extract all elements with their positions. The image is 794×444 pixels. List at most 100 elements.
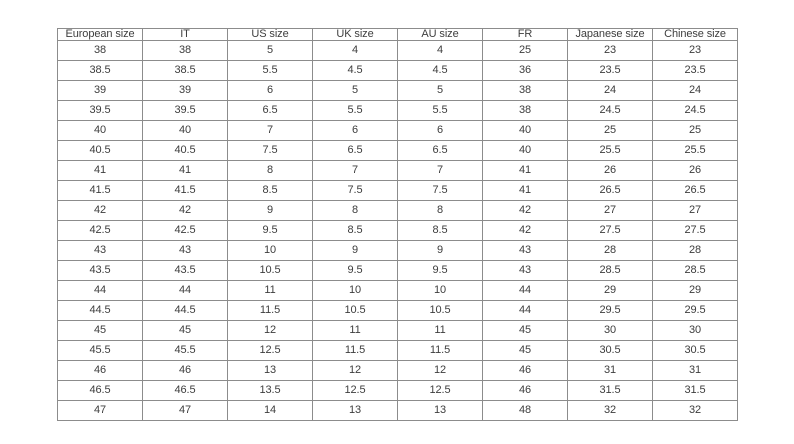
table-cell: 9 <box>227 200 313 221</box>
table-cell: 42 <box>482 200 568 221</box>
table-cell: 40.5 <box>57 140 143 161</box>
table-cell: 46 <box>482 380 568 401</box>
table-cell: 44.5 <box>57 300 143 321</box>
table-cell: 42 <box>142 200 228 221</box>
table-row: 43 43 10 9 9 43 28 28 <box>57 240 738 261</box>
table-cell: 43 <box>482 240 568 261</box>
table-cell: 24.5 <box>567 100 653 121</box>
table-cell: 26 <box>652 160 738 181</box>
table-cell: 23.5 <box>652 60 738 81</box>
table-cell: 13 <box>312 400 398 421</box>
table-cell: 47 <box>142 400 228 421</box>
column-header: Chinese size <box>652 28 738 41</box>
table-row: 39.5 39.5 6.5 5.5 5.5 38 24.5 24.5 <box>57 100 738 121</box>
table-cell: 27.5 <box>652 220 738 241</box>
table-cell: 28.5 <box>567 260 653 281</box>
table-cell: 42 <box>57 200 143 221</box>
table-row: 41 41 8 7 7 41 26 26 <box>57 160 738 181</box>
table-cell: 41 <box>482 180 568 201</box>
table-cell: 24.5 <box>652 100 738 121</box>
table-cell: 26.5 <box>652 180 738 201</box>
table-cell: 12 <box>312 360 398 381</box>
table-cell: 38 <box>482 80 568 101</box>
table-cell: 8.5 <box>397 220 483 241</box>
table-cell: 39 <box>142 80 228 101</box>
table-head: European size IT US size UK size AU size FR Ja… <box>57 28 738 41</box>
table-cell: 38 <box>142 40 228 61</box>
table-cell: 27 <box>652 200 738 221</box>
header-row: European size IT US size UK size AU size FR Ja… <box>57 28 738 41</box>
table-row: 38 38 5 4 4 25 23 23 <box>57 40 738 61</box>
table-cell: 14 <box>227 400 313 421</box>
table-cell: 12 <box>397 360 483 381</box>
table-cell: 8 <box>227 160 313 181</box>
table-cell: 40 <box>482 140 568 161</box>
table-cell: 25 <box>567 120 653 141</box>
table-cell: 43 <box>142 240 228 261</box>
table-cell: 24 <box>652 80 738 101</box>
table-cell: 39 <box>57 80 143 101</box>
table-cell: 29.5 <box>652 300 738 321</box>
table-cell: 5 <box>227 40 313 61</box>
table-cell: 4.5 <box>397 60 483 81</box>
table-cell: 4.5 <box>312 60 398 81</box>
table-cell: 28 <box>652 240 738 261</box>
table-cell: 25.5 <box>567 140 653 161</box>
table-row: 41.5 41.5 8.5 7.5 7.5 41 26.5 26.5 <box>57 180 738 201</box>
table-cell: 6 <box>312 120 398 141</box>
table-cell: 45.5 <box>142 340 228 361</box>
table-cell: 32 <box>652 400 738 421</box>
table-cell: 7 <box>227 120 313 141</box>
table-cell: 40 <box>142 120 228 141</box>
table-cell: 11.5 <box>312 340 398 361</box>
table-cell: 41.5 <box>142 180 228 201</box>
table-row: 39 39 6 5 5 38 24 24 <box>57 80 738 101</box>
table-cell: 31 <box>652 360 738 381</box>
table-cell: 24 <box>567 80 653 101</box>
table-cell: 45 <box>142 320 228 341</box>
table-cell: 12.5 <box>312 380 398 401</box>
table-cell: 25 <box>652 120 738 141</box>
table-cell: 23.5 <box>567 60 653 81</box>
table-cell: 10.5 <box>227 260 313 281</box>
table-cell: 45 <box>57 320 143 341</box>
table-row: 42 42 9 8 8 42 27 27 <box>57 200 738 221</box>
table-cell: 10 <box>312 280 398 301</box>
table-cell: 45 <box>482 340 568 361</box>
table-cell: 29.5 <box>567 300 653 321</box>
column-header: European size <box>57 28 143 41</box>
column-header: FR <box>482 28 568 41</box>
table-cell: 29 <box>652 280 738 301</box>
table-cell: 41 <box>482 160 568 181</box>
table-cell: 44 <box>57 280 143 301</box>
table-cell: 10.5 <box>312 300 398 321</box>
table-cell: 10 <box>227 240 313 261</box>
table-cell: 10 <box>397 280 483 301</box>
table-row: 44 44 11 10 10 44 29 29 <box>57 280 738 301</box>
table-cell: 43 <box>482 260 568 281</box>
table-cell: 30 <box>567 320 653 341</box>
table-cell: 6.5 <box>227 100 313 121</box>
table-cell: 46 <box>57 360 143 381</box>
table-cell: 42.5 <box>142 220 228 241</box>
table-cell: 6.5 <box>312 140 398 161</box>
table-cell: 47 <box>57 400 143 421</box>
table-cell: 4 <box>397 40 483 61</box>
table-cell: 26.5 <box>567 180 653 201</box>
table-cell: 43.5 <box>142 260 228 281</box>
table-cell: 45.5 <box>57 340 143 361</box>
table-row: 47 47 14 13 13 48 32 32 <box>57 400 738 421</box>
table-row: 40.5 40.5 7.5 6.5 6.5 40 25.5 25.5 <box>57 140 738 161</box>
table-cell: 9 <box>397 240 483 261</box>
table-cell: 38.5 <box>57 60 143 81</box>
table-cell: 29 <box>567 280 653 301</box>
table-cell: 12.5 <box>397 380 483 401</box>
table-cell: 41 <box>142 160 228 181</box>
table-cell: 5.5 <box>227 60 313 81</box>
table-cell: 25.5 <box>652 140 738 161</box>
table-cell: 42.5 <box>57 220 143 241</box>
table-cell: 41 <box>57 160 143 181</box>
table-row: 38.5 38.5 5.5 4.5 4.5 36 23.5 23.5 <box>57 60 738 81</box>
table-cell: 48 <box>482 400 568 421</box>
table-row: 40 40 7 6 6 40 25 25 <box>57 120 738 141</box>
